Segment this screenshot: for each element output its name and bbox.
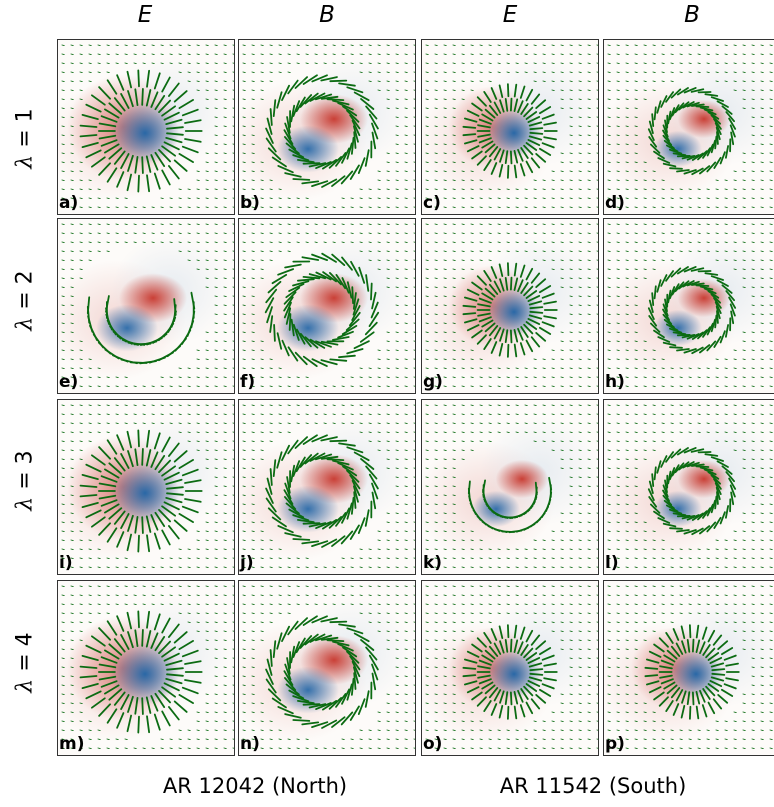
panel-j: j) bbox=[238, 399, 416, 575]
panel-g: g) bbox=[421, 218, 599, 394]
panel-p: p) bbox=[603, 580, 774, 756]
panel-e: e) bbox=[57, 218, 235, 394]
panel-i: i) bbox=[57, 399, 235, 575]
column-header-north-b: B bbox=[319, 2, 335, 28]
column-header-south-b: B bbox=[684, 2, 700, 28]
panel-f: f) bbox=[238, 218, 416, 394]
row-label-2: λ = 2 bbox=[12, 269, 38, 331]
panel-c: c) bbox=[421, 39, 599, 215]
panel-label: o) bbox=[423, 734, 443, 754]
panel-b: b) bbox=[238, 39, 416, 215]
row-label-1: λ = 1 bbox=[12, 107, 38, 169]
panel-n: n) bbox=[238, 580, 416, 756]
row-label-4: λ = 4 bbox=[12, 631, 38, 693]
panel-label: l) bbox=[605, 553, 619, 573]
panel-label: i) bbox=[59, 553, 73, 573]
panel-o: o) bbox=[421, 580, 599, 756]
panel-label: p) bbox=[605, 734, 625, 754]
panel-l: l) bbox=[603, 399, 774, 575]
panel-a: a) bbox=[57, 39, 235, 215]
panel-label: e) bbox=[59, 372, 79, 392]
panel-h: h) bbox=[603, 218, 774, 394]
panel-label: d) bbox=[605, 193, 625, 213]
panel-label: c) bbox=[423, 193, 441, 213]
panel-label: j) bbox=[240, 553, 254, 573]
panel-k: k) bbox=[421, 399, 599, 575]
panel-label: b) bbox=[240, 193, 260, 213]
panel-label: f) bbox=[240, 372, 256, 392]
panel-label: g) bbox=[423, 372, 443, 392]
panel-label: m) bbox=[59, 734, 85, 754]
panel-label: h) bbox=[605, 372, 625, 392]
panel-label: k) bbox=[423, 553, 443, 573]
row-label-3: λ = 3 bbox=[12, 449, 38, 511]
panel-d: d) bbox=[603, 39, 774, 215]
panel-label: a) bbox=[59, 193, 79, 213]
panel-m: m) bbox=[57, 580, 235, 756]
column-header-north-e: E bbox=[137, 2, 153, 28]
footer-south: AR 11542 (South) bbox=[499, 774, 687, 798]
footer-north: AR 12042 (North) bbox=[162, 774, 348, 798]
panel-label: n) bbox=[240, 734, 260, 754]
column-header-south-e: E bbox=[502, 2, 518, 28]
